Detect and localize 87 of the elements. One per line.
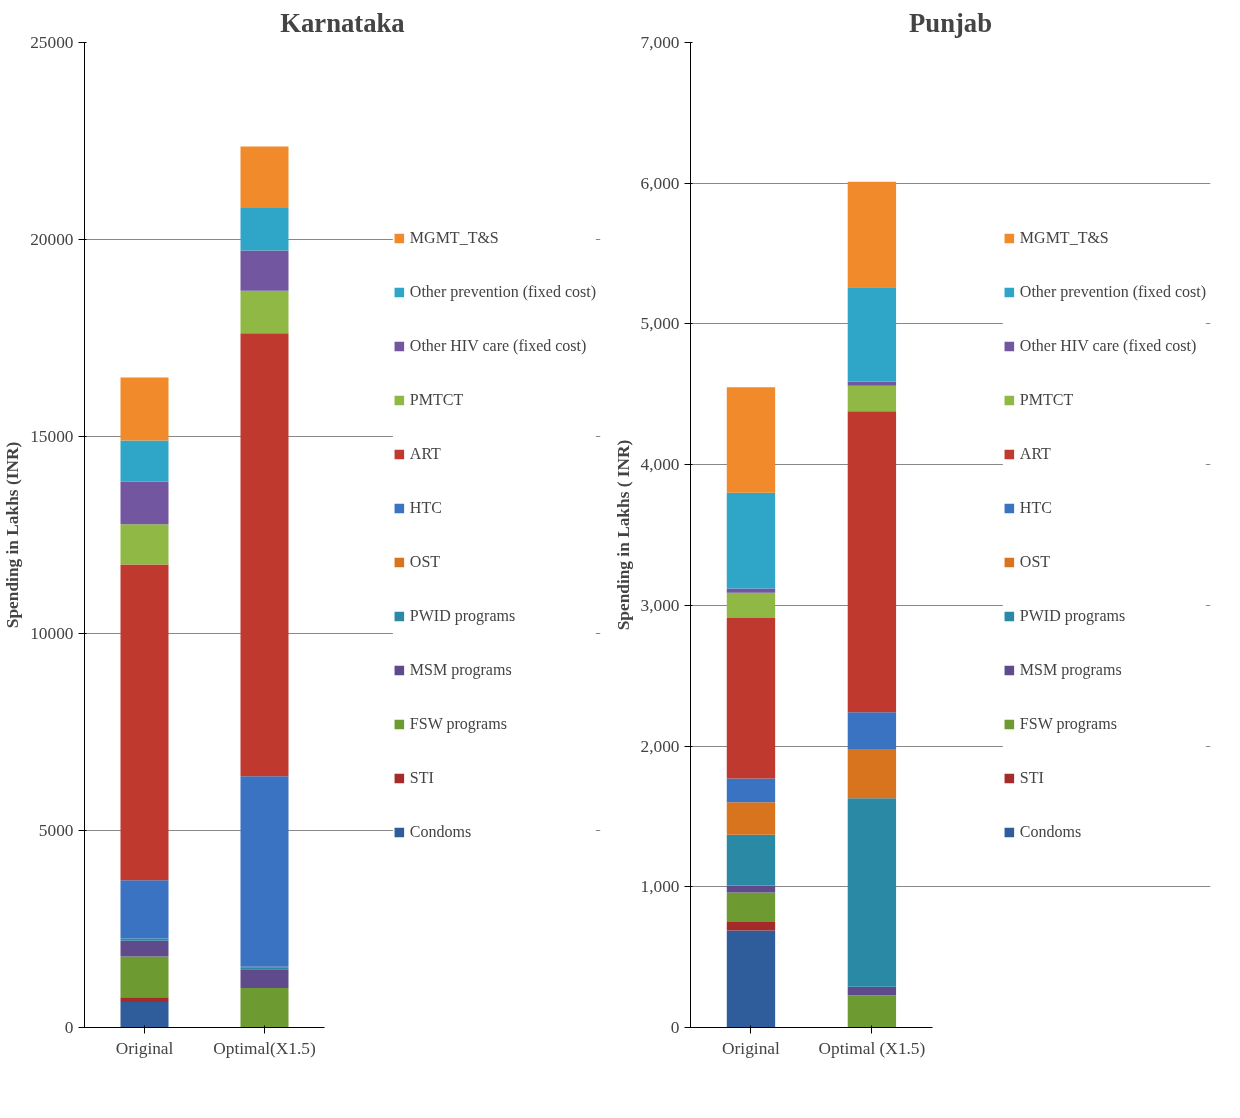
- bar: [120, 1001, 169, 1028]
- bar: [847, 411, 897, 713]
- bar: [726, 885, 776, 893]
- bar: [120, 440, 169, 482]
- bar: [240, 988, 289, 1028]
- legend-label: Other HIV care (fixed cost): [1019, 336, 1197, 355]
- y-tick-label: 0: [64, 1018, 74, 1037]
- legend-label: MSM programs: [409, 660, 512, 679]
- legend-label: STI: [409, 768, 434, 787]
- y-tick-label: 4,000: [640, 455, 680, 475]
- bar: [847, 995, 897, 1028]
- legend-label: FSW programs: [409, 714, 507, 733]
- legend-label: Other prevention (fixed cost): [409, 282, 596, 301]
- y-tick-label: 2,000: [640, 736, 680, 756]
- y-tick-label: 1,000: [640, 877, 680, 897]
- bar: [726, 492, 776, 589]
- bar: [847, 748, 897, 799]
- bar: [120, 938, 169, 941]
- bar: [120, 524, 169, 565]
- legend-label: PMTCT: [1019, 390, 1074, 409]
- legend-label: PWID programs: [409, 606, 516, 625]
- legend-label: Condoms: [1019, 822, 1082, 841]
- bar: [120, 997, 169, 1002]
- bar: [847, 712, 897, 749]
- chart-title: Karnataka: [280, 7, 405, 38]
- bar: [726, 588, 776, 593]
- y-tick-label: 5000: [38, 821, 74, 840]
- legend-label: MGMT_T&S: [1019, 228, 1109, 247]
- x-tick-label: Original: [722, 1038, 781, 1058]
- legend-label: OST: [409, 552, 441, 571]
- bar: [120, 481, 169, 525]
- legend-label: Other prevention (fixed cost): [1019, 282, 1206, 301]
- bar: [847, 798, 897, 987]
- bar: [726, 892, 776, 922]
- y-tick-label: 20000: [30, 230, 74, 249]
- bar: [847, 986, 897, 996]
- bar: [120, 880, 169, 939]
- bar: [726, 802, 776, 835]
- legend-label: HTC: [409, 498, 442, 517]
- bar: [240, 333, 289, 777]
- x-tick-label: Original: [115, 1038, 174, 1058]
- chart-title: Punjab: [909, 7, 992, 38]
- bar: [726, 834, 776, 886]
- bar: [240, 250, 289, 291]
- y-tick-label: 6,000: [640, 173, 680, 193]
- bar: [120, 956, 169, 998]
- legend-label: OST: [1019, 552, 1051, 571]
- y-axis-title: Spending in Lakhs ( INR): [613, 439, 633, 631]
- y-tick-label: 3,000: [640, 595, 680, 615]
- y-tick-label: 0: [670, 1018, 680, 1037]
- legend-label: ART: [1019, 444, 1051, 463]
- bar: [726, 930, 776, 1028]
- bar: [847, 287, 897, 382]
- bar: [120, 564, 169, 881]
- bar: [726, 921, 776, 931]
- y-tick-label: 10000: [30, 624, 74, 643]
- bar: [847, 385, 897, 412]
- legend-label: PMTCT: [409, 390, 464, 409]
- bar: [726, 387, 776, 493]
- legend-label: Condoms: [409, 822, 472, 841]
- legend-label: MGMT_T&S: [409, 228, 499, 247]
- legend-label: ART: [409, 444, 441, 463]
- x-tick-label: Optimal(X1.5): [213, 1038, 316, 1058]
- bar: [726, 778, 776, 803]
- y-axis-title: Spending in Lakhs (INR): [3, 441, 23, 629]
- bar: [240, 207, 289, 251]
- bar: [726, 618, 776, 779]
- bar: [847, 181, 897, 288]
- bar: [726, 592, 776, 619]
- bar: [240, 290, 289, 334]
- bar: [240, 146, 289, 208]
- bar: [120, 940, 169, 957]
- legend-label: STI: [1019, 768, 1044, 787]
- bar: [240, 776, 289, 967]
- legend-label: HTC: [1019, 498, 1052, 517]
- y-tick-label: 5,000: [640, 314, 680, 334]
- bar: [240, 969, 289, 989]
- y-tick-label: 25000: [30, 33, 74, 52]
- legend-label: MSM programs: [1019, 660, 1122, 679]
- y-tick-label: 15000: [30, 427, 74, 446]
- legend-label: FSW programs: [1019, 714, 1117, 733]
- bar: [847, 381, 897, 386]
- x-tick-label: Optimal (X1.5): [818, 1038, 926, 1058]
- y-tick-label: 7,000: [640, 33, 680, 52]
- legend-label: PWID programs: [1019, 606, 1126, 625]
- legend-label: Other HIV care (fixed cost): [409, 336, 587, 355]
- bar: [120, 377, 169, 441]
